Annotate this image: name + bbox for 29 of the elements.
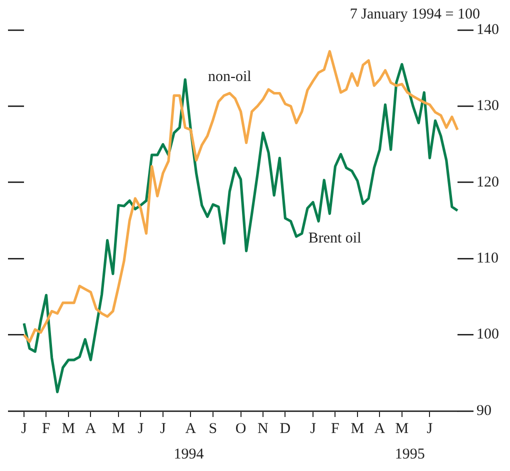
x-tick-label: F (331, 420, 340, 437)
y-tick-label: 120 (476, 174, 499, 190)
x-tick-label: A (185, 420, 196, 437)
x-tick-label: A (85, 420, 96, 437)
x-tick-label: J (160, 420, 166, 437)
text: 7 January 1994 = 100 (350, 6, 480, 22)
x-tick-label: M (112, 420, 126, 437)
x-tick-label: J (138, 420, 144, 437)
series-label: non-oil (208, 69, 252, 86)
text: 1995 (394, 446, 425, 462)
x-tick-label: D (280, 420, 291, 437)
text: 1994 (174, 446, 204, 462)
x-tick-label: F (42, 420, 50, 437)
series-label: Brent oil (308, 230, 362, 246)
x-tick-label: O (235, 420, 246, 437)
x-tick-label: M (62, 420, 76, 437)
y-tick-label: 100 (476, 326, 499, 343)
x-tick-label: A (374, 420, 386, 437)
x-tick-label: N (258, 420, 269, 437)
x-tick-label: S (208, 420, 218, 437)
y-tick-label: 90 (476, 402, 492, 419)
y-tick-label: 130 (476, 98, 499, 114)
x-tick-label: J (21, 420, 28, 437)
x-tick-label: M (395, 420, 409, 437)
x-tick-label: J (426, 420, 433, 437)
y-tick-label: 140 (476, 22, 499, 38)
x-tick-label: M (350, 420, 364, 437)
y-tick-label: 110 (476, 250, 498, 267)
x-tick-label: J (310, 420, 316, 437)
